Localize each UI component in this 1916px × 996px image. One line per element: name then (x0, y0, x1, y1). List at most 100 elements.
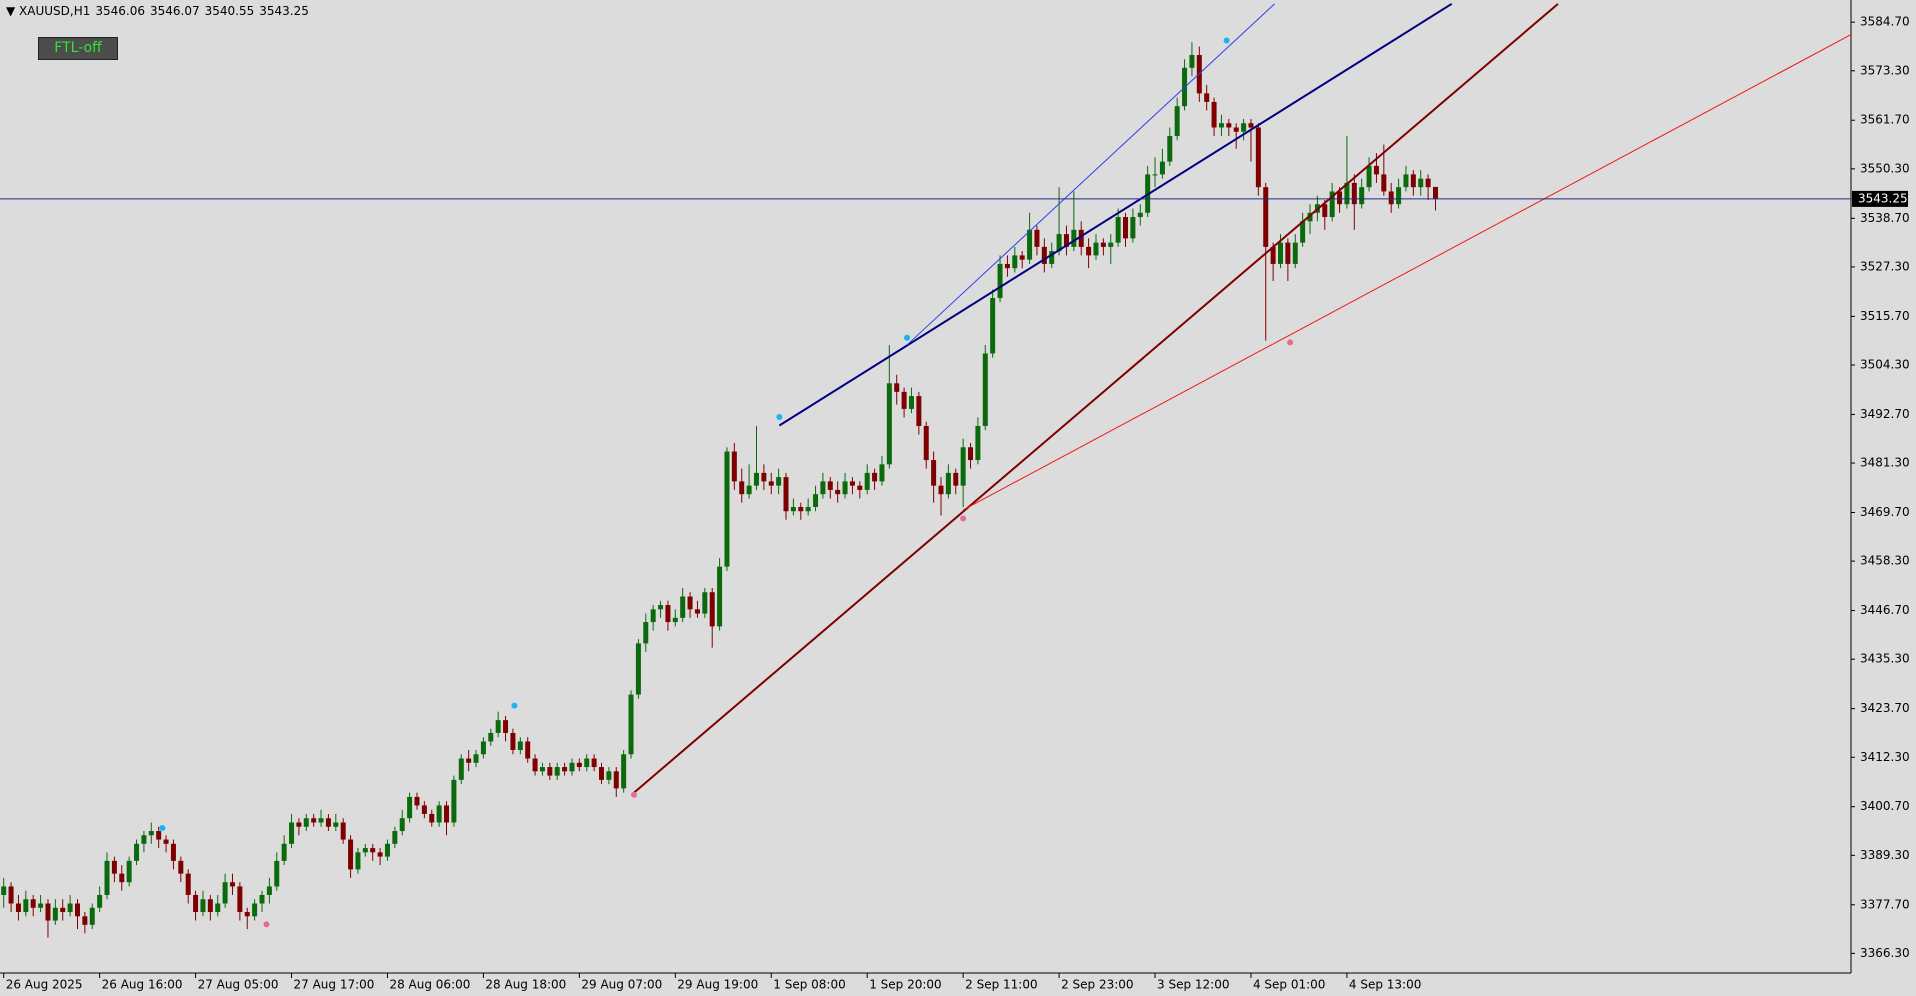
candle-body (399, 818, 405, 832)
candle-body (82, 916, 88, 925)
candle-body (517, 741, 523, 751)
candle-body (569, 762, 575, 772)
candle-body (23, 899, 29, 913)
candle-body (768, 481, 774, 486)
candle-body (229, 882, 235, 887)
candle-body (886, 383, 892, 465)
candle-body (1337, 191, 1343, 205)
fractal-dot (904, 334, 911, 341)
candle-body (134, 843, 140, 861)
candle-body (1, 886, 7, 895)
candle-body (74, 903, 80, 917)
y-tick-label: 3458.30 (1860, 554, 1910, 568)
candle-body (1189, 55, 1195, 68)
candle-body (97, 894, 103, 908)
candle-body (1373, 165, 1379, 175)
fractal-dot (1287, 339, 1294, 346)
candle-body (215, 903, 221, 913)
y-tick-label: 3481.30 (1860, 456, 1910, 470)
candle-body (1263, 187, 1269, 247)
candle-body (185, 873, 191, 895)
candle-body (547, 767, 553, 776)
candle-body (621, 754, 627, 789)
candle-body (931, 460, 937, 486)
candle-body (923, 425, 929, 461)
candle-body (1012, 255, 1018, 269)
candle-body (1159, 161, 1165, 175)
candle-body (436, 805, 442, 823)
candle-body (658, 605, 664, 610)
y-tick-label: 3550.30 (1860, 161, 1910, 175)
candle-body (458, 758, 464, 780)
header: ▼ XAUUSD,H1 3546.06 3546.07 3540.55 3543.25 (6, 4, 309, 18)
y-tick-label: 3435.30 (1860, 652, 1910, 666)
candle-body (311, 818, 317, 823)
candle-body (1351, 182, 1357, 205)
ftl-button[interactable]: FTL-off (38, 37, 118, 60)
price-label: 3543.25 (1858, 191, 1908, 205)
y-tick-label: 3527.30 (1860, 259, 1910, 273)
candle-body (1410, 174, 1416, 188)
candle-body (67, 903, 73, 913)
candle-body (237, 886, 243, 913)
trendline (962, 34, 1852, 511)
candle-body (289, 822, 295, 844)
candle-body (591, 758, 597, 768)
candle-body (1019, 255, 1025, 260)
candle-body (835, 489, 841, 495)
x-tick-label: 27 Aug 05:00 (198, 978, 279, 992)
candle-body (680, 596, 686, 618)
candle-body (827, 481, 833, 490)
y-tick-label: 3584.70 (1860, 15, 1910, 29)
candle-body (407, 796, 413, 819)
y-tick-label: 3469.70 (1860, 505, 1910, 519)
candle-body (525, 741, 531, 759)
candle-body (1396, 187, 1402, 205)
candle-body (968, 447, 974, 461)
open: 3546.06 (95, 4, 145, 18)
price-label-bg (1852, 190, 1908, 207)
candle-body (576, 762, 582, 768)
fractal-dot (630, 791, 637, 798)
candle-body (451, 779, 457, 823)
x-tick-label: 1 Sep 08:00 (773, 978, 845, 992)
candle-body (805, 506, 811, 512)
candle-body (1034, 229, 1040, 247)
candle-body (296, 822, 302, 827)
candle-body (746, 485, 752, 495)
x-tick-label: 2 Sep 23:00 (1061, 978, 1133, 992)
candle-body (421, 805, 427, 814)
candle-body (1307, 212, 1313, 222)
y-tick-label: 3423.70 (1860, 701, 1910, 715)
candle-body (1086, 246, 1092, 256)
candle-body (635, 643, 641, 695)
candle-body (414, 796, 420, 806)
candle-body (1071, 229, 1077, 247)
candle-body (222, 882, 228, 904)
candle-body (1388, 191, 1394, 205)
candle-body (1255, 127, 1261, 188)
candle-body (813, 494, 819, 507)
candle-body (901, 391, 907, 409)
fractal-dot (1223, 37, 1230, 44)
candle-body (303, 818, 309, 827)
candle-body (488, 732, 494, 742)
fractal-dot (511, 702, 518, 709)
candle-body (643, 622, 649, 644)
candle-body (1425, 178, 1431, 188)
candle-body (975, 425, 981, 461)
candle-body (1137, 212, 1143, 218)
candle-body (510, 732, 516, 751)
candle-body (606, 771, 612, 780)
candle-body (1359, 187, 1365, 205)
fractal-dot (159, 825, 166, 832)
candle-body (783, 477, 789, 512)
candle-body (1041, 246, 1047, 264)
candle-body (953, 472, 959, 486)
candle-body (274, 860, 280, 887)
y-tick-label: 3446.70 (1860, 603, 1910, 617)
candle-body (1241, 123, 1247, 132)
close: 3543.25 (259, 4, 309, 18)
candle-body (1130, 217, 1136, 239)
